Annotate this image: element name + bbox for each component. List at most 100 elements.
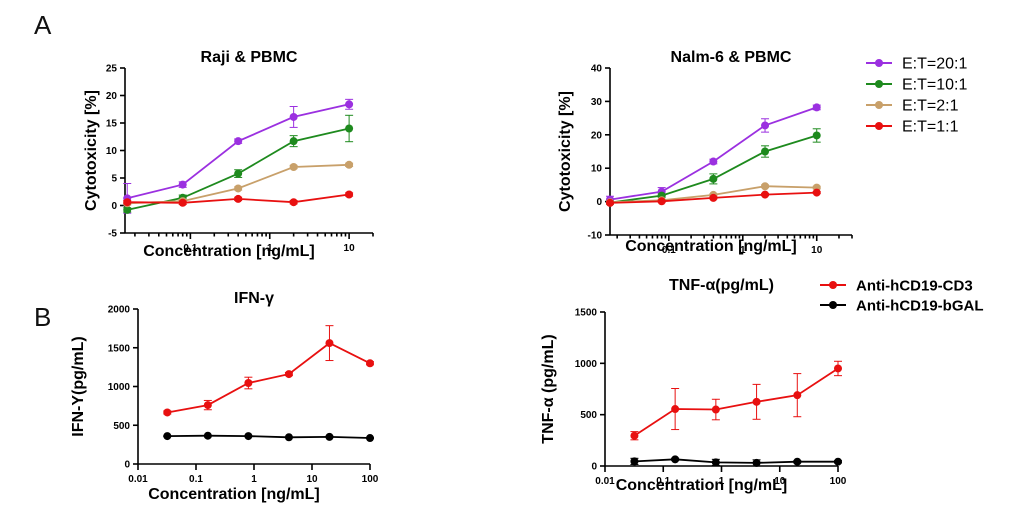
legend-marker <box>875 101 883 109</box>
x-axis-title: Concentration [ng/mL] <box>148 486 320 503</box>
data-point <box>345 100 354 109</box>
x-tick-label: 0.01 <box>128 474 148 485</box>
data-point <box>178 198 187 207</box>
y-tick-label: 500 <box>113 421 130 432</box>
data-point <box>711 458 720 467</box>
chart-title: Nalm-6 & PBMC <box>671 49 792 66</box>
x-tick-label: 1 <box>740 245 746 256</box>
legend-item: E:T=1:1 <box>866 119 959 136</box>
data-point <box>203 401 212 410</box>
x-tick-label: 0.1 <box>656 476 670 487</box>
series-line <box>167 342 371 414</box>
y-tick-label: 10 <box>591 164 603 175</box>
legend-label: E:T=2:1 <box>902 98 959 115</box>
data-point <box>345 160 354 169</box>
legend-item: Anti-hCD19-CD3 <box>820 278 973 295</box>
data-point <box>606 198 614 207</box>
data-point <box>761 147 770 156</box>
legend-marker <box>875 80 883 88</box>
y-tick-label: 0 <box>124 460 130 471</box>
data-point <box>793 457 802 466</box>
data-point <box>244 379 253 388</box>
data-point <box>163 408 172 417</box>
legend-label: Anti-hCD19-CD3 <box>856 278 973 295</box>
y-axis-title: Cytotoxicity [%] <box>83 90 100 211</box>
data-point <box>793 391 802 400</box>
data-point <box>709 193 718 202</box>
y-tick-label: -5 <box>108 229 117 240</box>
data-point <box>325 339 334 348</box>
data-point <box>761 190 770 199</box>
y-tick-label: 40 <box>591 64 603 75</box>
data-point <box>289 137 298 146</box>
y-tick-label: 30 <box>591 97 603 108</box>
data-point <box>284 433 293 442</box>
data-point <box>284 370 293 379</box>
y-tick-label: 0 <box>111 201 117 212</box>
data-point <box>709 174 718 183</box>
legend-label: E:T=10:1 <box>902 77 967 94</box>
data-point <box>234 169 243 178</box>
x-tick-label: 0.1 <box>662 245 676 256</box>
chart-title: IFN-γ <box>234 290 274 307</box>
legend-label: E:T=20:1 <box>902 56 967 73</box>
series-anti-hcd19-cd3 <box>163 325 374 417</box>
chart-ifn-gamma: IFN-γ 0 500 1000 1500 2000 0.01 0.1 1 10 100 Concen… <box>70 290 379 503</box>
data-point <box>123 205 132 214</box>
data-point <box>234 184 243 193</box>
x-tick-label: 10 <box>306 474 318 485</box>
series-e-t-20-1 <box>606 103 821 204</box>
data-point <box>761 121 770 130</box>
series-e-t-20-1 <box>123 98 354 214</box>
series-anti-hcd19-bgal <box>163 431 374 443</box>
legend-effector-target: E:T=20:1 E:T=10:1 E:T=2:1 E:T=1:1 <box>866 56 967 136</box>
series-anti-hcd19-cd3 <box>630 360 842 441</box>
data-point <box>812 103 821 112</box>
chart-nalm6-pbmc: Nalm-6 & PBMC -10 0 10 20 30 40 0.1 1 10 Concentra… <box>557 49 853 256</box>
x-tick-label: 1 <box>251 474 257 485</box>
x-tick-label: 1 <box>267 243 273 254</box>
data-point <box>289 163 298 171</box>
data-point <box>761 182 770 191</box>
data-point <box>325 432 334 441</box>
legend-item: E:T=10:1 <box>866 77 967 94</box>
data-point <box>812 131 821 140</box>
legend-item: Anti-hCD19-bGAL <box>820 298 984 315</box>
series-line <box>167 434 371 439</box>
y-axis-title: Cytotoxicity [%] <box>557 91 574 212</box>
chart-title: TNF-α(pg/mL) <box>669 277 774 294</box>
data-point <box>657 197 666 206</box>
y-tick-label: 0 <box>591 462 597 473</box>
data-point <box>812 188 821 197</box>
data-point <box>671 405 680 414</box>
legend-item: E:T=2:1 <box>866 98 959 115</box>
series-line <box>634 458 838 464</box>
legend-label: E:T=1:1 <box>902 119 959 136</box>
x-tick-label: 10 <box>344 243 356 254</box>
y-tick-label: -10 <box>588 231 603 242</box>
legend-antibody: Anti-hCD19-CD3 Anti-hCD19-bGAL <box>820 278 984 315</box>
series-e-t-1-1 <box>123 190 354 207</box>
y-tick-label: 1500 <box>575 308 598 319</box>
panel-label-a: A <box>34 10 52 40</box>
legend-marker <box>829 281 837 289</box>
x-axis-title: Concentration [ng/mL] <box>143 243 315 260</box>
x-tick-label: 0.1 <box>183 243 197 254</box>
y-tick-label: 25 <box>106 64 118 75</box>
y-tick-label: 5 <box>111 174 117 185</box>
y-tick-label: 20 <box>591 130 603 141</box>
y-tick-label: 1000 <box>575 359 598 370</box>
data-point <box>366 434 374 443</box>
data-point <box>366 359 374 368</box>
data-point <box>203 431 212 440</box>
data-point <box>289 112 298 121</box>
y-tick-label: 1000 <box>108 382 131 393</box>
y-tick-label: 20 <box>106 91 118 102</box>
data-point <box>123 198 132 207</box>
x-tick-label: 100 <box>362 474 379 485</box>
data-point <box>345 190 354 199</box>
legend-marker <box>829 301 837 309</box>
legend-item: E:T=20:1 <box>866 56 967 73</box>
legend-marker <box>875 59 883 67</box>
series-line <box>126 103 350 200</box>
